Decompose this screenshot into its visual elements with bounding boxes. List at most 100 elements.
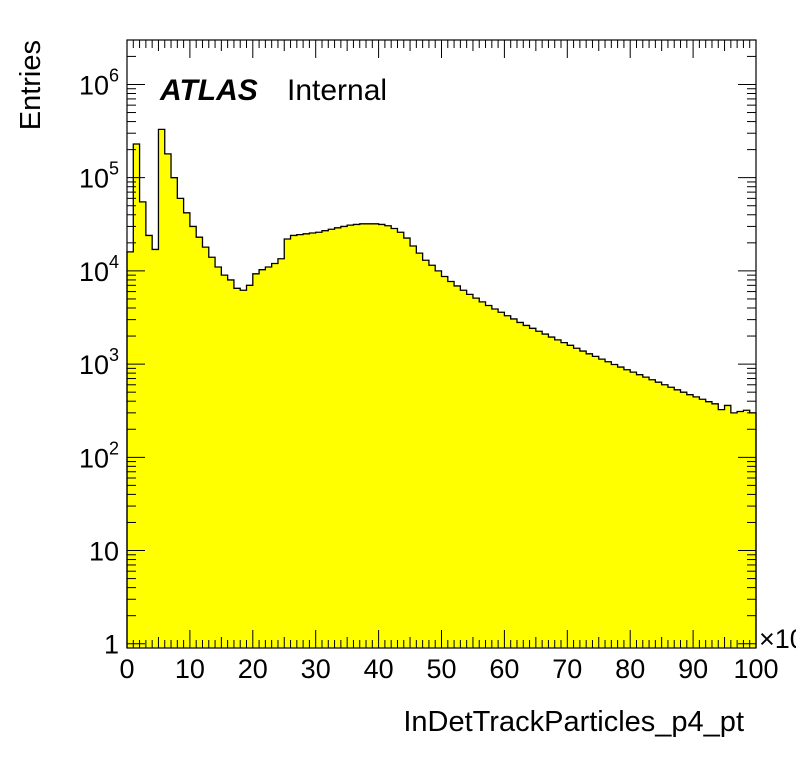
x-tick-labels: 0 10 20 30 40 50 60 70 80 90 100 xyxy=(119,654,778,684)
histogram-bar xyxy=(680,392,688,648)
histogram-bar xyxy=(215,267,222,648)
histogram-bar xyxy=(598,359,606,648)
histogram-bar xyxy=(309,232,317,649)
histogram-bar xyxy=(422,260,430,648)
histogram-bar xyxy=(699,399,707,648)
histogram-bar xyxy=(366,223,373,648)
histogram-bar xyxy=(592,356,600,648)
y-tick-label: 102 xyxy=(79,438,119,473)
histogram-bar xyxy=(516,322,524,648)
histogram-bar xyxy=(221,275,229,648)
histogram-bar xyxy=(730,412,738,648)
histogram-bar xyxy=(435,270,442,648)
y-tick-label: 103 xyxy=(79,345,119,380)
histogram-bar xyxy=(441,276,449,648)
histogram-bar xyxy=(718,409,725,648)
histogram-bar xyxy=(277,258,285,648)
histogram-bar xyxy=(183,212,191,648)
histogram-bar xyxy=(460,290,468,648)
histogram-bar xyxy=(447,281,455,648)
histogram-bar xyxy=(705,401,713,648)
histogram-bar xyxy=(196,237,203,648)
histogram-outline xyxy=(126,128,757,648)
histogram-bar xyxy=(649,379,656,648)
histogram-bar xyxy=(202,247,210,648)
histogram-bar xyxy=(372,223,379,648)
atlas-label: ATLAS xyxy=(159,74,258,107)
y-axis-title: Entries xyxy=(15,40,47,130)
histogram-bar xyxy=(315,232,323,648)
histogram-bar xyxy=(579,351,587,648)
histogram-bar xyxy=(567,345,574,648)
histogram-bar xyxy=(416,253,424,648)
histogram-bar xyxy=(145,235,153,648)
y-tick-label: 10 xyxy=(89,537,119,567)
histogram-bar xyxy=(686,394,694,648)
x-tick-label: 60 xyxy=(489,654,519,684)
histogram-bar xyxy=(711,403,719,648)
x-tick-label: 20 xyxy=(238,654,268,684)
histogram-bar xyxy=(498,312,505,648)
axis-ticks xyxy=(126,39,757,648)
histogram-bar xyxy=(542,334,549,648)
x-tick-label: 0 xyxy=(119,654,134,684)
histogram-bar xyxy=(554,339,562,648)
histogram-bar xyxy=(611,364,619,648)
x-tick-label: 40 xyxy=(364,654,394,684)
histogram-bar xyxy=(667,387,675,648)
histogram-bar xyxy=(630,372,637,648)
histogram-bar xyxy=(428,265,436,648)
histogram-bar xyxy=(296,234,304,649)
histogram-bar xyxy=(164,153,172,649)
histogram-bar xyxy=(133,143,140,648)
histogram-bar xyxy=(334,227,342,648)
histogram-bar xyxy=(290,235,298,648)
histogram-bar xyxy=(523,325,530,648)
histogram-bar xyxy=(724,405,732,648)
histogram-bar xyxy=(303,233,310,648)
histogram-bar xyxy=(347,225,354,649)
histogram-bar xyxy=(378,224,386,649)
x-axis-title: InDetTrackParticles_p4_pt xyxy=(403,706,744,738)
histogram-bar xyxy=(623,369,631,648)
y-tick-label: 106 xyxy=(79,65,119,100)
histogram-bar xyxy=(152,249,159,648)
histogram-bar xyxy=(605,361,612,648)
histogram-bar xyxy=(208,257,216,648)
histogram-bar xyxy=(252,273,260,648)
histogram-bar xyxy=(535,331,543,648)
x-tick-label: 90 xyxy=(678,654,708,684)
histogram-bar xyxy=(391,228,398,649)
histogram-bar xyxy=(466,294,474,648)
histogram-bar xyxy=(328,229,335,649)
histogram-bar xyxy=(655,382,663,648)
histogram-bar xyxy=(139,201,147,649)
x-tick-label: 50 xyxy=(426,654,456,684)
histogram-bar xyxy=(353,224,361,649)
histogram-bar xyxy=(240,290,247,648)
histogram-bar xyxy=(384,225,392,648)
histogram-bar xyxy=(454,285,461,648)
histogram-bar xyxy=(403,238,411,648)
histogram-bar xyxy=(504,315,512,648)
histogram-bar xyxy=(189,226,197,648)
histogram-bar xyxy=(529,328,537,648)
histogram-bar xyxy=(271,263,279,648)
x-tick-label: 30 xyxy=(301,654,331,684)
histogram-bar xyxy=(737,411,744,648)
y-tick-label: 104 xyxy=(79,252,119,287)
histogram-bar xyxy=(227,279,235,648)
histogram-bar xyxy=(340,226,348,648)
histogram-bar xyxy=(636,374,644,648)
histogram-bar xyxy=(233,288,241,648)
histogram-bar xyxy=(171,177,178,648)
histogram-bar xyxy=(491,309,499,648)
histogram-bar xyxy=(586,353,593,648)
histogram-bar xyxy=(359,223,367,648)
histogram-bar xyxy=(265,267,273,648)
y-tick-label: 105 xyxy=(79,159,119,194)
histogram-bar xyxy=(246,285,254,648)
histogram-bar xyxy=(177,198,185,648)
